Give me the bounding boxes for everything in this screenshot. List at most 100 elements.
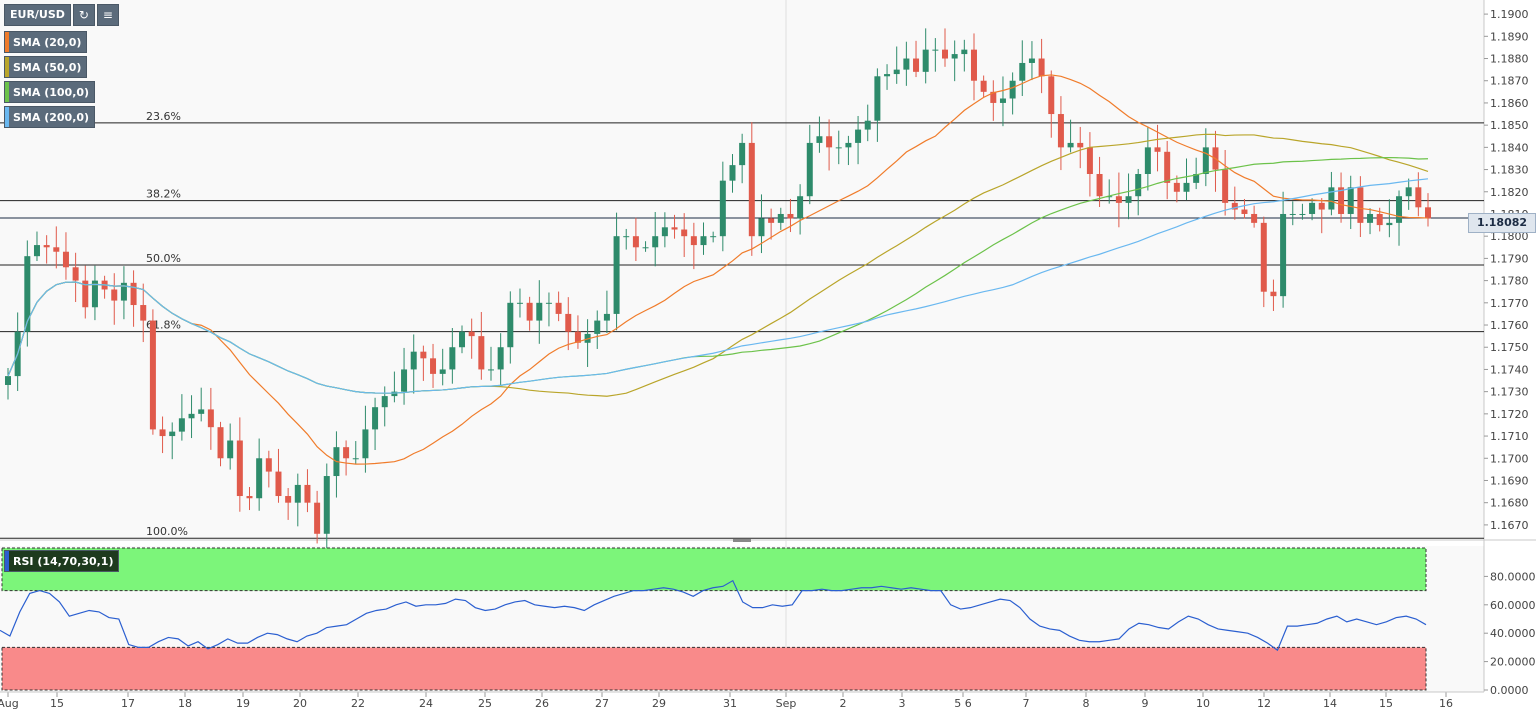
price-tick-label: 1.1800 (1490, 230, 1529, 243)
candle-body (1357, 187, 1364, 223)
candle (970, 33, 977, 101)
candle-body (661, 227, 668, 237)
candle-body (729, 165, 736, 181)
candle (729, 154, 736, 193)
candle (1193, 157, 1200, 190)
rsi-label: RSI (14,70,30,1) (13, 554, 114, 568)
candle-body (555, 302, 562, 314)
candle (1028, 41, 1035, 81)
candle-body (1415, 187, 1422, 208)
sma-legend-4[interactable]: SMA (200,0) (4, 106, 96, 128)
candle (246, 487, 253, 511)
candle-body (739, 142, 746, 166)
candle-body (768, 218, 775, 223)
candle-body (1309, 202, 1316, 214)
price-tick-label: 1.1720 (1490, 408, 1529, 421)
candle-body (1270, 291, 1277, 297)
candle (719, 161, 726, 252)
candle (942, 28, 949, 67)
candle-body (1038, 58, 1045, 77)
candle-body (1125, 196, 1132, 203)
x-tick-label: 24 (419, 697, 433, 710)
candle (497, 333, 504, 387)
candle-body (256, 458, 263, 499)
candle-body (343, 447, 350, 459)
candle (217, 421, 224, 467)
candle (91, 265, 98, 321)
candle-body (314, 502, 321, 534)
candle-body (1231, 202, 1238, 210)
candle (468, 318, 475, 359)
sma-legend-1[interactable]: SMA (20,0) (4, 31, 88, 53)
candle (410, 334, 417, 394)
candle-body (932, 49, 939, 51)
candle-body (1173, 182, 1180, 192)
candle (999, 76, 1006, 127)
candle-body (1009, 80, 1016, 99)
candle (130, 270, 137, 327)
candle-body (545, 302, 552, 304)
candle-body (999, 98, 1006, 103)
candle (1299, 203, 1306, 220)
candle-body (777, 213, 784, 223)
candle (256, 438, 263, 511)
candle-body (391, 391, 398, 397)
candle-body (1260, 222, 1267, 292)
candle (1338, 172, 1345, 223)
candle-body (497, 347, 504, 370)
candle-body (1328, 187, 1335, 210)
candle-body (217, 427, 224, 459)
price-tick-label: 1.1690 (1490, 474, 1529, 487)
candle (62, 232, 69, 280)
candle-body (1299, 213, 1306, 215)
candle (323, 463, 330, 554)
candle-body (188, 413, 195, 419)
candle (710, 231, 717, 243)
price-tick-label: 1.1670 (1490, 519, 1529, 532)
candle-body (304, 484, 311, 503)
candle-body (719, 180, 726, 237)
candle-body (710, 236, 717, 238)
candle-body (33, 245, 40, 257)
candle-body (603, 313, 610, 321)
candle (178, 394, 185, 441)
price-tick-label: 1.1730 (1490, 386, 1529, 399)
sma-legend-2[interactable]: SMA (50,0) (4, 56, 88, 78)
price-tick-label: 1.1770 (1490, 297, 1529, 310)
candle (545, 292, 552, 327)
candle (681, 213, 688, 258)
candle-body (72, 267, 79, 281)
candle (140, 283, 147, 343)
chart-settings-icon[interactable]: ≡ (96, 4, 119, 26)
candle-body (352, 458, 359, 460)
sma-20-label: SMA (20,0) (13, 35, 82, 49)
x-tick-label: 14 (1323, 697, 1337, 710)
candle (1019, 40, 1026, 96)
x-tick-label: 18 (178, 697, 192, 710)
candle-body (439, 369, 446, 374)
sma-legend-3[interactable]: SMA (100,0) (4, 81, 96, 103)
candle (275, 448, 282, 503)
candle-body (43, 245, 50, 248)
rsi-legend[interactable]: RSI (14,70,30,1) (4, 550, 120, 572)
fib-label: 50.0% (146, 252, 181, 265)
candle-body (980, 80, 987, 92)
candle-body (1144, 147, 1151, 175)
candle-body (671, 227, 678, 230)
candle (1367, 208, 1374, 235)
rsi-tick-label: 80.0000 (1490, 570, 1536, 583)
candle (516, 288, 523, 318)
candle (343, 440, 350, 476)
candle-body (372, 407, 379, 430)
candle (845, 135, 852, 166)
symbol-label[interactable]: EUR/USD (4, 4, 71, 26)
fib-label: 100.0% (146, 525, 188, 538)
candle-body (526, 302, 533, 321)
candle-body (1154, 147, 1161, 152)
refresh-icon[interactable]: ↻ (72, 4, 95, 26)
x-tick-label: Sep (776, 697, 797, 710)
candle-body (1183, 182, 1190, 192)
x-tick-label: 31 (723, 697, 737, 710)
candle-body (1115, 196, 1122, 203)
